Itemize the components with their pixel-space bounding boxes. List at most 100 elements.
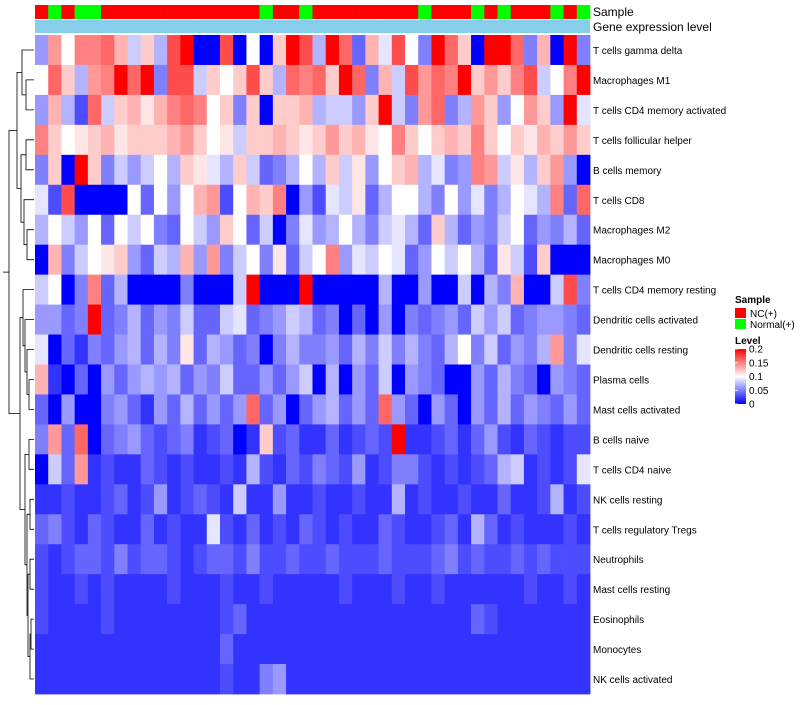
heatmap-cell [576, 64, 591, 96]
heatmap-cell [325, 154, 340, 186]
heatmap-cell [206, 664, 221, 695]
heatmap-cell [550, 664, 564, 695]
heatmap-cell [87, 454, 102, 485]
sample-annotation-cell [167, 5, 181, 19]
heatmap-cell [365, 394, 379, 425]
dendrogram-branch [25, 139, 34, 171]
heatmap-cell [484, 274, 498, 305]
heatmap-cell [114, 274, 128, 305]
heatmap-cell [206, 304, 221, 335]
heatmap-cell [471, 334, 485, 365]
heatmap-cell [153, 604, 168, 635]
heatmap-cell [365, 604, 379, 635]
legend-title-level: Level [735, 336, 761, 347]
heatmap-cell [286, 454, 300, 485]
heatmap-cell [220, 394, 234, 425]
heatmap-cell [312, 664, 327, 695]
heatmap-cell [220, 544, 234, 575]
heatmap-cell [418, 664, 432, 695]
heatmap-cell [405, 64, 419, 96]
heatmap-cell [299, 364, 313, 395]
sample-annotation-cell [220, 5, 234, 19]
heatmap-cell [74, 124, 89, 156]
heatmap-cell [48, 664, 62, 695]
heatmap-cell [405, 154, 419, 186]
heatmap-cell [352, 394, 366, 425]
heatmap-cell [48, 334, 62, 365]
heatmap-cell [246, 484, 261, 515]
heatmap-cell [576, 214, 591, 246]
heatmap-cell [87, 94, 102, 126]
heatmap-cell [259, 544, 274, 575]
heatmap-cell [246, 424, 261, 455]
heatmap-cell [61, 244, 76, 276]
heatmap-cell [550, 274, 564, 305]
heatmap-cell [114, 124, 128, 156]
heatmap-cell [35, 544, 49, 575]
heatmap-cell [352, 124, 366, 156]
heatmap-cell [206, 454, 221, 485]
heatmap-cell [87, 244, 102, 276]
heatmap-cell [286, 544, 300, 575]
heatmap-cell [497, 514, 512, 545]
dendrogram-branch [29, 558, 34, 590]
heatmap-cell [312, 634, 327, 665]
heatmap-cell [272, 424, 287, 455]
heatmap-cell [35, 124, 49, 156]
row-label: Eosinophils [593, 615, 644, 626]
heatmap-cell [153, 35, 168, 66]
heatmap-cell [61, 364, 76, 395]
heatmap-cell [272, 364, 287, 395]
heatmap-cell [167, 394, 181, 425]
heatmap-cell [114, 364, 128, 395]
heatmap-cell [259, 364, 274, 395]
heatmap-cell [74, 364, 89, 395]
heatmap-cell [537, 214, 551, 246]
heatmap-cell [167, 544, 181, 575]
heatmap-cell [193, 274, 208, 305]
heatmap-cell [457, 634, 472, 665]
heatmap-cell [180, 304, 194, 335]
heatmap-cell [550, 154, 564, 186]
heatmap-cell [365, 634, 379, 665]
heatmap-cell [497, 604, 512, 635]
heatmap-cell [510, 604, 525, 635]
heatmap-cell [418, 124, 432, 156]
heatmap-cell [431, 364, 446, 395]
heatmap-cell [550, 514, 564, 545]
heatmap-cell [127, 454, 142, 485]
heatmap-cell [299, 64, 313, 96]
heatmap-cell [391, 94, 406, 126]
heatmap-cell [378, 544, 393, 575]
row-label: T cells regulatory Tregs [593, 525, 697, 536]
sample-annotation-cell [510, 5, 525, 19]
heatmap-cell [537, 334, 551, 365]
heatmap-cell [523, 664, 538, 695]
heatmap-cell [246, 244, 261, 276]
dendrogram-branch [26, 229, 34, 261]
heatmap-cell [286, 124, 300, 156]
heatmap-cell [444, 664, 459, 695]
heatmap-cell [101, 544, 115, 575]
heatmap-cell [352, 574, 366, 605]
row-label: Macrophages M2 [593, 226, 671, 237]
heatmap-cell [523, 514, 538, 545]
heatmap-cell [431, 424, 446, 455]
heatmap-cell [444, 35, 459, 66]
row-label: Neutrophils [593, 555, 644, 566]
heatmap-cell [405, 244, 419, 276]
heatmap-cell [325, 424, 340, 455]
heatmap-cell [484, 484, 498, 515]
heatmap-cell [127, 334, 142, 365]
heatmap-cell [484, 334, 498, 365]
heatmap-cell [127, 244, 142, 276]
dendrogram-branch [21, 49, 34, 96]
heatmap-cell [444, 394, 459, 425]
heatmap-cell [153, 154, 168, 186]
heatmap-cell [431, 274, 446, 305]
heatmap-cell [405, 454, 419, 485]
heatmap-cell [193, 304, 208, 335]
heatmap-cell [338, 424, 353, 455]
heatmap-cell [444, 634, 459, 665]
heatmap-cell [220, 634, 234, 665]
